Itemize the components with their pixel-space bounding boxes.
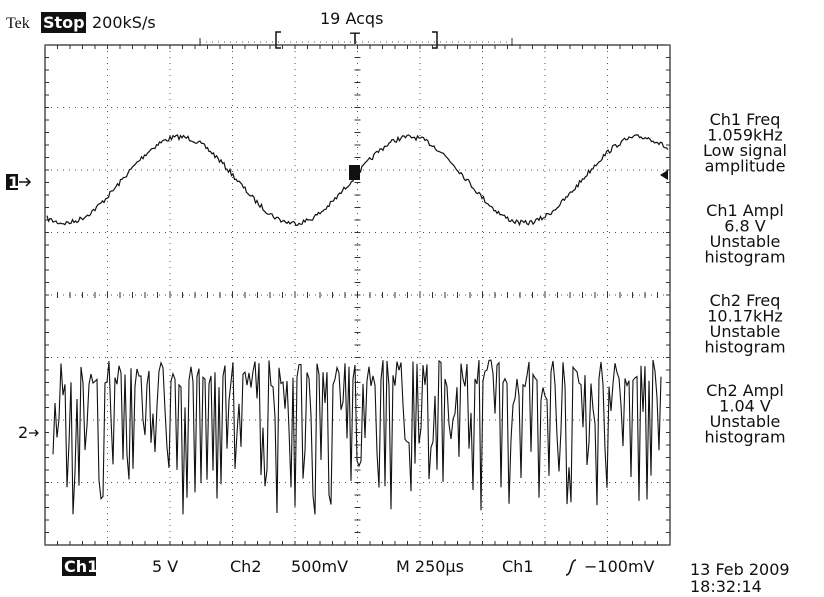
ch2-marker: 2 (18, 423, 28, 442)
measurement-line: 6.8 V (724, 217, 766, 236)
ch1-label: Ch1 (64, 557, 98, 576)
view-bracket-right (432, 31, 438, 49)
measurement-line: 1.04 V (719, 397, 771, 416)
measurement-line: Ch2 Ampl (706, 381, 784, 400)
state-badge (41, 12, 86, 33)
measurement-line: histogram (704, 338, 785, 357)
trigger-source: Ch1 (502, 557, 534, 576)
ch2-trace (52, 359, 662, 515)
time: 18:32:14 (690, 577, 762, 596)
measurement-line: 1.059kHz (707, 126, 783, 145)
measurement-line: Unstable (710, 232, 781, 251)
view-bracket-left (275, 31, 281, 49)
ch2-scale: 500mV (291, 557, 348, 576)
acquisitions: 19 Acqs (320, 9, 383, 28)
ch2-label: Ch2 (230, 557, 262, 576)
ch1-marker: 1 (8, 173, 19, 192)
timebase: M 250µs (396, 557, 464, 576)
ch1-badge (62, 557, 96, 576)
graticule (44, 44, 671, 546)
measurement-line: histogram (704, 248, 785, 267)
brand: Tek (6, 15, 30, 32)
measurement-line: Unstable (710, 322, 781, 341)
state: Stop: (43, 13, 91, 32)
ch1-marker-arrow (19, 177, 32, 187)
trigger-position: T (349, 29, 360, 48)
measurement-line: Ch2 Freq (710, 291, 781, 310)
measurement-line: Low signal (703, 141, 787, 160)
trigger-slope-icon (565, 559, 577, 576)
measurement-line: Ch1 Freq (710, 110, 781, 129)
measurement-line: amplitude (705, 157, 786, 176)
trigger-level: −100mV (584, 557, 655, 576)
trigger-level-marker (660, 170, 668, 180)
measurement-line: histogram (704, 428, 785, 447)
ch2-marker-arrow (29, 429, 39, 437)
measurement-line: Unstable (710, 412, 781, 431)
ch1-marker-badge (6, 174, 18, 190)
measurement-line: 10.17kHz (707, 307, 783, 326)
sample-rate: 200kS/s (92, 13, 156, 32)
date: 13 Feb 2009 (690, 560, 790, 579)
ch1-scale: 5 V (152, 557, 178, 576)
trigger-point-marker (349, 165, 360, 180)
measurement-line: Ch1 Ampl (706, 201, 784, 220)
